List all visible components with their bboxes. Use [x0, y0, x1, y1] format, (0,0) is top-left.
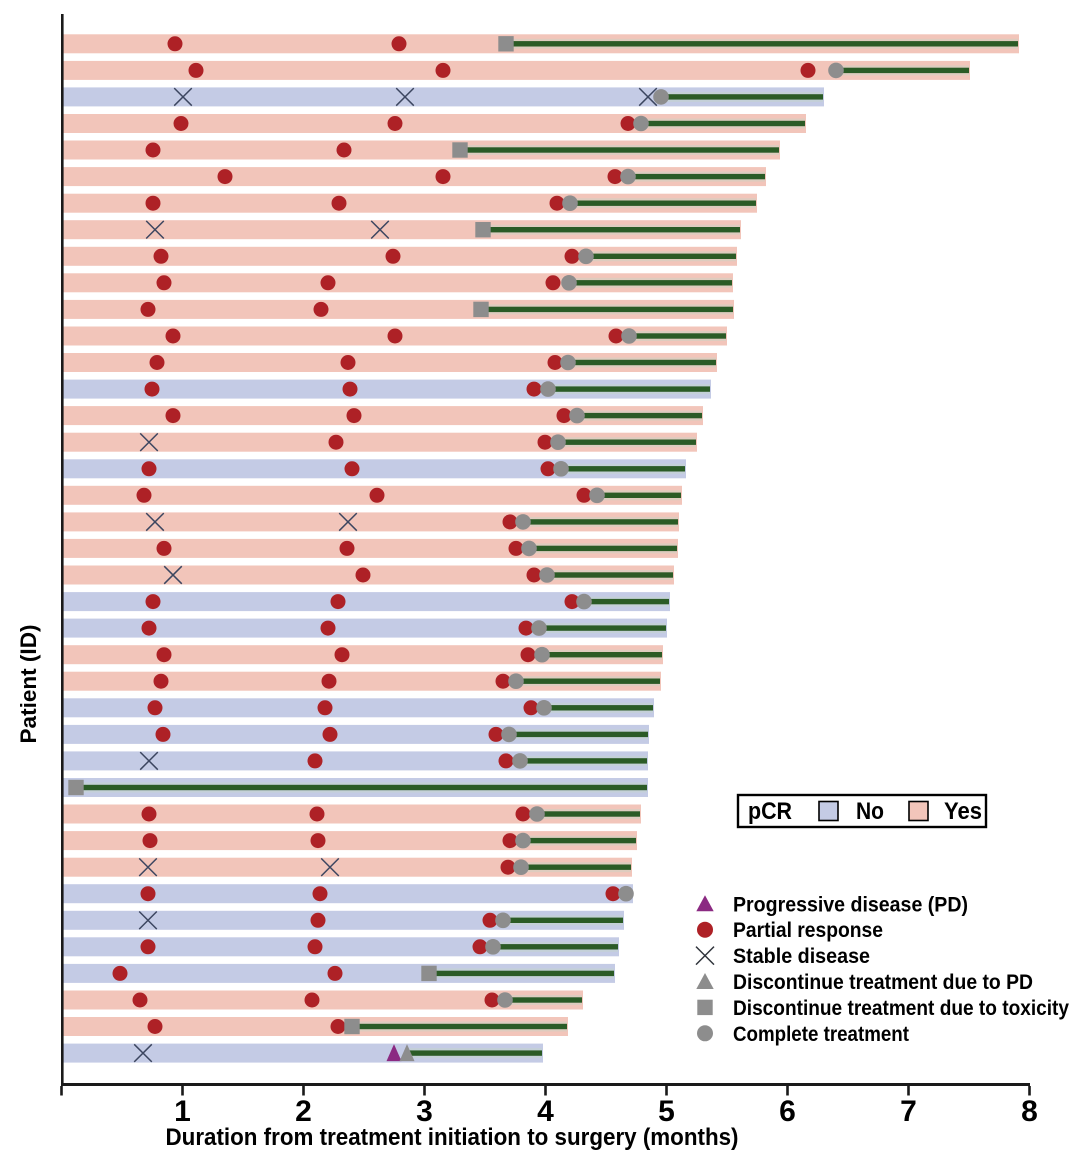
svg-text:5: 5: [658, 1095, 675, 1128]
svg-text:Complete treatment: Complete treatment: [733, 1022, 909, 1046]
svg-text:Patient (ID): Patient (ID): [16, 625, 41, 744]
svg-text:1: 1: [174, 1095, 191, 1128]
svg-text:Duration from treatment initia: Duration from treatment initiation to su…: [166, 1124, 739, 1151]
svg-text:2: 2: [295, 1095, 312, 1128]
svg-text:Stable disease: Stable disease: [733, 944, 870, 968]
svg-text:No: No: [856, 798, 884, 825]
svg-text:4: 4: [537, 1095, 554, 1128]
svg-text:8: 8: [1021, 1095, 1038, 1128]
svg-text:3: 3: [416, 1095, 433, 1128]
svg-text:Partial response: Partial response: [733, 918, 883, 942]
svg-text:Discontinue treatment due to t: Discontinue treatment due to toxicity: [733, 996, 1069, 1020]
svg-text:Discontinue treatment due to P: Discontinue treatment due to PD: [733, 970, 1033, 994]
svg-text:7: 7: [900, 1095, 917, 1128]
svg-text:Progressive disease (PD): Progressive disease (PD): [733, 892, 968, 916]
svg-text:pCR: pCR: [748, 798, 792, 825]
svg-text:6: 6: [779, 1095, 796, 1128]
svg-text:Yes: Yes: [944, 798, 982, 825]
